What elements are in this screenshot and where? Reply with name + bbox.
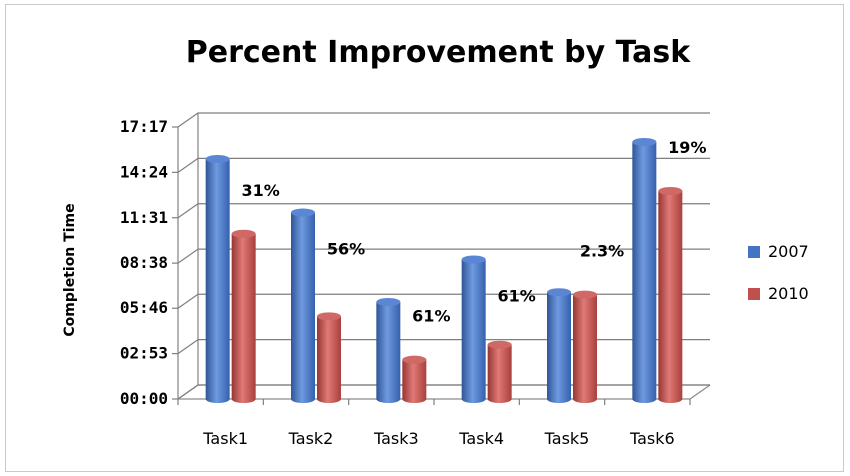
data-labels: 31% 56% 61% 61% 2.3% 19% [242,138,707,326]
data-label: 56% [327,240,365,259]
plot-walls [177,113,711,400]
y-tick-labels: 00:00 02:53 05:46 08:38 11:31 14:24 17:17 [120,117,168,408]
data-label: 61% [498,286,536,305]
data-label: 2.3% [580,242,624,261]
x-tick-label: Task5 [544,429,590,448]
x-tick-labels: Task1 Task2 Task3 Task4 Task5 Task6 [177,399,691,448]
gridline [177,112,710,128]
data-label: 61% [412,307,450,326]
x-tick-label: Task4 [458,429,504,448]
bar-2007-Task2 [291,208,315,403]
x-tick-label: Task1 [202,429,248,448]
legend-label: 2010 [768,284,809,303]
bar-2010-Task4 [487,340,512,403]
y-axis-label: Completion Time [62,203,78,336]
chart-title: Percent Improvement by Task [186,35,692,70]
y-tick-label: 17:17 [120,117,168,136]
bar-2007-Task1 [205,155,230,403]
gridline [177,203,710,219]
gridline [177,157,710,173]
bars [205,137,683,403]
y-tick-label: 00:00 [120,389,168,408]
y-tick-label: 11:31 [120,208,168,227]
y-tick-label: 14:24 [120,162,168,181]
legend-item-2007: 2007 [748,242,809,261]
legend-item-2010: 2010 [748,284,809,303]
x-tick-label: Task6 [629,429,675,448]
data-label: 31% [242,181,280,200]
bar-2007-Task5 [547,288,571,403]
legend-swatch [748,246,760,258]
x-tick-label: Task3 [373,429,419,448]
bar-chart: Percent Improvement by Task Completion T… [62,35,809,448]
axis-frame [177,127,711,400]
gridlines [172,112,710,400]
bar-2010-Task6 [658,187,683,403]
bar-2010-Task3 [402,355,427,403]
bar-2007-Task6 [632,137,657,403]
y-tick-label: 02:53 [120,344,168,363]
legend-label: 2007 [768,242,809,261]
gridline [177,339,710,355]
legend-swatch [748,288,760,300]
bar-2010-Task2 [317,312,341,403]
bar-2010-Task5 [573,290,597,403]
chart-frame: Percent Improvement by Task Completion T… [5,4,844,472]
gridline [177,384,710,400]
bar-2007-Task4 [461,255,486,403]
data-label: 19% [668,138,706,157]
y-tick-label: 08:38 [120,253,168,272]
bar-2010-Task1 [231,229,256,403]
legend: 2007 2010 [748,242,809,303]
gridline [177,248,710,264]
bar-2007-Task3 [376,297,401,403]
x-tick-label: Task2 [288,429,334,448]
gridline [177,293,710,309]
y-tick-label: 05:46 [120,298,168,317]
